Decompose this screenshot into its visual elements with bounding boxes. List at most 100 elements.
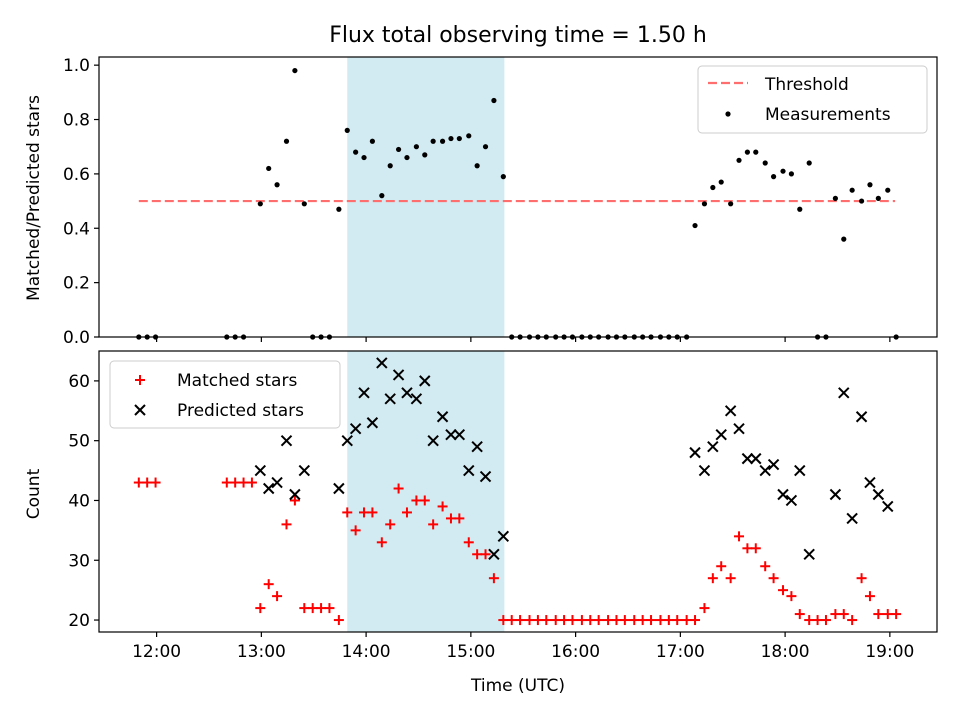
data-point — [777, 488, 789, 501]
data-point — [422, 152, 428, 158]
data-point — [750, 452, 762, 465]
highlight-band — [347, 351, 505, 632]
series-matched-stars — [133, 477, 902, 626]
data-point — [838, 609, 849, 620]
x-tick-label: 19:00 — [865, 642, 914, 662]
data-point — [281, 519, 292, 530]
data-point — [142, 477, 153, 488]
data-point — [254, 464, 267, 477]
data-point — [707, 440, 719, 453]
data-point — [133, 477, 144, 488]
data-point — [768, 573, 779, 584]
data-point — [350, 525, 361, 536]
data-point — [710, 184, 716, 191]
data-point — [760, 561, 771, 572]
data-point — [864, 591, 875, 602]
data-point — [471, 440, 483, 453]
data-point — [885, 187, 891, 193]
data-point — [298, 464, 311, 477]
data-point — [741, 452, 754, 465]
data-point — [532, 615, 543, 626]
data-point — [753, 149, 759, 155]
data-point — [427, 434, 439, 447]
data-point — [806, 160, 812, 166]
data-point — [778, 585, 789, 596]
legend-label-matched: Matched stars — [177, 371, 297, 391]
legend-swatch-matched — [135, 375, 145, 385]
highlight-band — [347, 57, 505, 337]
y-tick-label: 0.2 — [63, 274, 90, 294]
data-point — [266, 165, 272, 172]
data-point — [333, 482, 345, 495]
data-point — [413, 144, 419, 150]
data-point — [524, 615, 535, 626]
data-point — [780, 168, 786, 174]
data-point — [436, 411, 449, 423]
chart-title: Flux total observing time = 1.50 h — [329, 23, 707, 48]
data-point — [550, 615, 561, 626]
legend-frame — [697, 65, 928, 134]
data-point — [858, 198, 865, 204]
data-point — [724, 405, 737, 417]
data-point — [736, 157, 742, 163]
data-point — [230, 477, 241, 488]
data-point — [603, 615, 614, 626]
legend-frame — [109, 360, 341, 429]
data-point — [718, 179, 724, 185]
data-point — [358, 387, 370, 399]
data-point — [681, 615, 692, 626]
data-point — [454, 513, 465, 524]
data-point — [576, 615, 587, 626]
data-point — [692, 222, 698, 229]
data-point — [867, 182, 873, 188]
data-point — [376, 537, 387, 548]
y-tick-label: 60 — [68, 372, 90, 392]
data-point — [428, 519, 439, 530]
data-point — [366, 417, 379, 429]
data-point — [316, 603, 327, 614]
data-point — [336, 206, 342, 212]
data-point — [830, 609, 841, 620]
data-point — [515, 615, 526, 626]
plot-frame — [98, 350, 938, 633]
data-point — [238, 477, 249, 488]
data-point — [891, 609, 902, 620]
data-point — [619, 615, 630, 626]
x-tick-label: 17:00 — [656, 642, 705, 662]
data-point — [272, 591, 283, 602]
data-point — [855, 411, 868, 423]
data-point — [255, 603, 266, 614]
data-point — [767, 458, 780, 471]
data-point — [472, 549, 483, 560]
data-point — [785, 494, 798, 507]
data-point — [690, 615, 701, 626]
x-tick-label: 14:00 — [342, 642, 391, 662]
data-point — [361, 154, 367, 161]
data-point — [419, 375, 431, 387]
data-point — [744, 149, 751, 155]
data-point — [404, 154, 410, 161]
data-point — [369, 138, 375, 144]
data-point — [762, 160, 768, 166]
data-point — [872, 488, 885, 501]
data-point — [453, 428, 466, 441]
data-point — [274, 182, 280, 188]
data-point — [393, 483, 404, 494]
data-point — [733, 423, 745, 435]
x-axis-label: Time (UTC) — [470, 676, 565, 696]
data-point — [301, 201, 307, 207]
data-point — [794, 464, 806, 477]
data-point — [307, 603, 318, 614]
data-point — [715, 428, 727, 441]
data-point — [873, 609, 884, 620]
data-point — [150, 477, 161, 488]
y-tick-label: 50 — [68, 432, 90, 452]
data-point — [716, 561, 727, 572]
y-axis-label-top: Matched/Predicted stars — [24, 95, 44, 301]
data-point — [263, 579, 274, 590]
data-point — [299, 603, 310, 614]
x-tick-label: 12:00 — [132, 642, 181, 662]
data-point — [283, 138, 290, 144]
data-point — [585, 615, 596, 626]
